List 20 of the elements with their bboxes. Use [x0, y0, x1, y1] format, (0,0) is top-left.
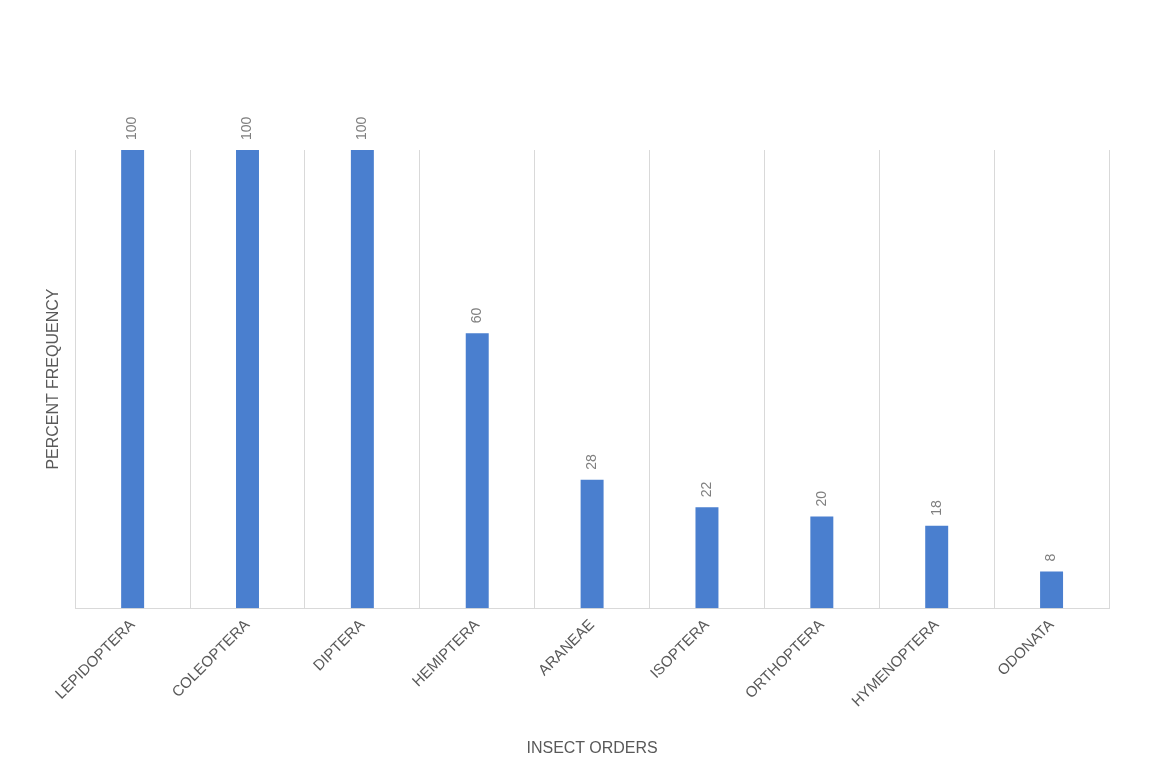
data-label: 22 [697, 481, 714, 498]
data-label: 100 [123, 116, 140, 140]
bar [236, 150, 259, 609]
x-axis-title: INSECT ORDERS [526, 738, 658, 756]
data-label: 100 [353, 116, 370, 140]
data-label: 8 [1042, 553, 1059, 562]
bar [121, 150, 145, 609]
bar [810, 516, 834, 609]
bar [350, 150, 374, 609]
y-axis-title: PERCENT FREQUENCY [44, 288, 62, 470]
bar [695, 507, 719, 609]
data-label: 18 [927, 499, 944, 516]
bar [925, 525, 949, 609]
bar [465, 333, 489, 609]
data-label: 28 [582, 454, 599, 470]
bar [580, 479, 604, 609]
data-label: 20 [812, 490, 829, 507]
bar [1040, 571, 1064, 609]
data-label: 100 [238, 116, 255, 140]
data-label: 60 [468, 307, 485, 324]
